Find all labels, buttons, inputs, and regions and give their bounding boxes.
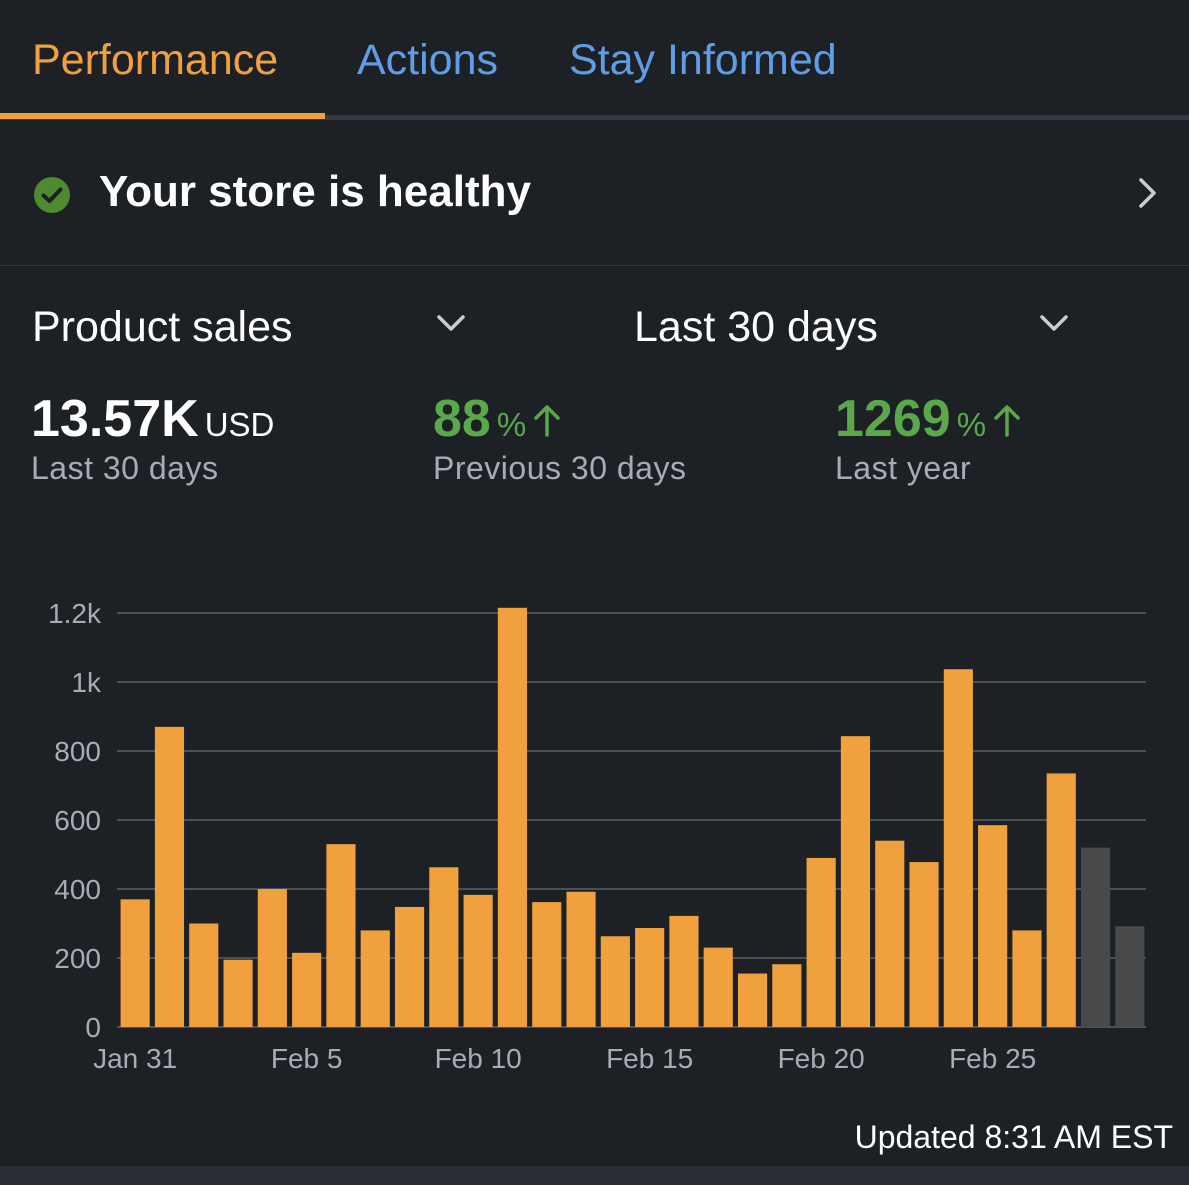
tab-performance[interactable]: Performance [32,36,279,84]
date-range-selector[interactable]: Last 30 days [634,303,878,351]
x-tick-label: Feb 20 [778,1043,865,1074]
kpi-total-label: Last 30 days [31,450,219,486]
kpi-previous-label: Previous 30 days [433,450,687,486]
chart-axes: 0 200 400 600 800 1k 1.2k Jan 31 Feb 5 Feb 10 Feb … [48,598,1036,1074]
bar[interactable] [566,891,596,1027]
bar[interactable] [1012,930,1042,1027]
kpi-last-year: 1269% [835,390,1022,454]
chevron-right-icon[interactable] [1133,175,1161,211]
arrow-up-icon [994,405,1020,437]
bar[interactable] [978,825,1008,1027]
bar[interactable] [909,862,939,1027]
chevron-down-icon[interactable] [434,311,468,337]
y-tick-label: 600 [54,805,101,836]
bar[interactable] [257,889,287,1027]
y-tick-label: 200 [54,943,101,974]
chart-bars [120,607,1145,1028]
kpi-last-year-value: 1269 [835,390,951,448]
bar[interactable] [154,726,185,1027]
kpi-total-sales: 13.57K USD [31,390,274,454]
bar[interactable] [1046,773,1076,1027]
bar[interactable] [120,899,150,1027]
bar[interactable] [600,936,630,1027]
tab-stay-informed[interactable]: Stay Informed [569,36,837,84]
chevron-down-icon[interactable] [1037,311,1071,337]
kpi-previous-unit: % [496,406,527,443]
bar[interactable] [806,857,836,1027]
x-tick-label: Feb 25 [949,1043,1036,1074]
bar[interactable] [463,894,493,1027]
x-tick-label: Feb 15 [606,1043,693,1074]
y-tick-label: 800 [54,736,101,767]
kpi-last-year-label: Last year [835,450,972,486]
metric-selector[interactable]: Product sales [32,303,293,351]
y-tick-label: 1.2k [48,598,102,629]
tab-track [0,115,1189,120]
kpi-last-year-unit: % [956,406,987,443]
bar[interactable] [189,923,219,1028]
x-tick-label: Jan 31 [93,1043,177,1074]
bottom-edge [0,1166,1189,1185]
bar[interactable] [223,959,253,1027]
bar[interactable] [772,964,802,1027]
bar[interactable] [532,902,562,1027]
bar[interactable] [394,906,425,1027]
updated-timestamp: Updated 8:31 AM EST [854,1119,1173,1155]
tab-bar: Performance Actions Stay Informed [0,0,1189,120]
bar[interactable] [875,840,905,1027]
bar[interactable] [635,927,665,1027]
bar[interactable] [429,867,459,1027]
bar[interactable] [840,736,871,1027]
bar[interactable] [943,669,973,1027]
x-tick-label: Feb 5 [271,1043,343,1074]
kpi-total-unit: USD [204,406,275,443]
bar[interactable] [292,952,322,1027]
kpi-previous-period: 88% [433,390,562,454]
bar[interactable] [326,844,356,1027]
kpi-total-value: 13.57K [31,390,199,448]
bar[interactable] [1115,926,1145,1027]
chart-gridlines [117,612,1146,1028]
y-tick-label: 0 [85,1012,101,1043]
y-tick-label: 400 [54,874,101,905]
check-circle-icon [34,177,70,213]
bar[interactable] [360,930,390,1027]
kpi-previous-value: 88 [433,390,491,448]
store-health-text: Your store is healthy [99,167,531,216]
sales-bar-chart: 0 200 400 600 800 1k 1.2k Jan 31 Feb 5 Feb 10 Feb … [48,598,1146,1074]
store-health-row[interactable]: Your store is healthy [0,121,1189,266]
bar[interactable] [497,607,528,1027]
tab-actions[interactable]: Actions [357,36,499,84]
y-tick-label: 1k [71,667,102,698]
bar[interactable] [669,915,699,1027]
bar[interactable] [737,973,768,1027]
arrow-up-icon [534,405,560,437]
active-tab-indicator [0,113,325,119]
bar[interactable] [703,947,733,1027]
bar[interactable] [1080,847,1111,1027]
x-tick-label: Feb 10 [435,1043,522,1074]
